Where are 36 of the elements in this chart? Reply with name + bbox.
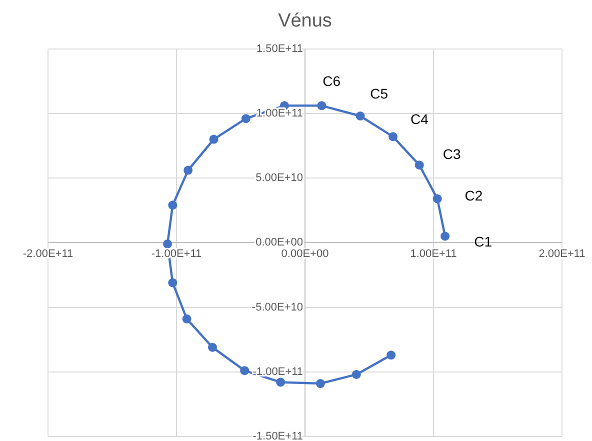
point [414,160,424,170]
x-tick-label: 1.00E+11 [410,248,457,260]
point [317,101,326,110]
point [209,134,218,144]
x-tick-label: 0.00E+00 [281,248,329,260]
point [241,114,250,124]
point [168,278,178,288]
point [440,232,450,241]
point [163,239,172,248]
annotation: C4 [410,110,429,127]
point [316,379,325,388]
annotation: C3 [442,146,462,162]
y-tick-label: -1.00E+11 [252,366,303,378]
point [388,132,398,142]
annotation: C6 [322,72,341,89]
point [184,166,193,175]
y-tick-label: 0.00E+00 [256,236,303,249]
annotation: C5 [370,86,388,102]
y-tick-label: 1.50E+11 [256,42,303,55]
chart-title: Vénus [278,10,332,32]
point [356,112,365,120]
annotation: C1 [474,234,492,250]
x-tick-label: 2.00E+11 [538,248,586,260]
y-tick-label: 5.00E+10 [256,172,303,184]
annotation: C2 [464,187,483,204]
point [386,350,396,360]
y-tick-label: -1.50E+11 [252,430,303,441]
point [352,370,361,379]
point [208,342,217,352]
y-tick-label: -5.00E+10 [252,301,303,314]
point [168,200,178,210]
point [276,378,286,387]
point [432,194,442,204]
point [240,366,250,376]
x-tick-label: -2.00E+11 [22,248,74,260]
point [182,314,192,324]
